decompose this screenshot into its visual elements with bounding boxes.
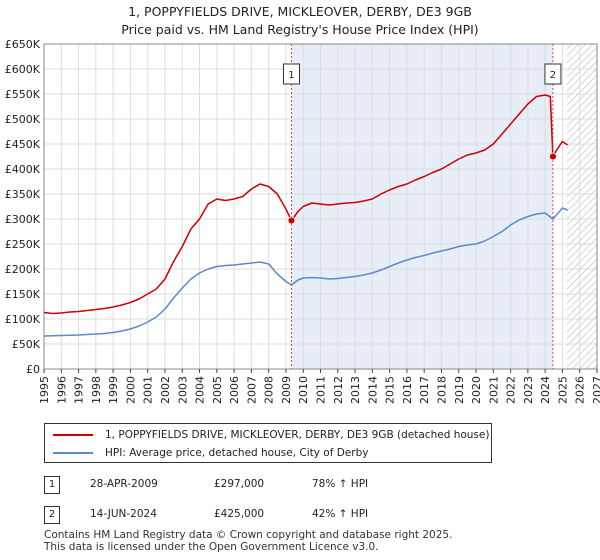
legend-hpi-label: HPI: Average price, detached house, City… [105, 447, 369, 459]
legend-item-hpi: HPI: Average price, detached house, City… [53, 445, 368, 461]
x-tick-label: 1996 [55, 376, 68, 404]
sale-row-1: 1 28-APR-2009 £297,000 78% ↑ HPI [44, 476, 564, 496]
y-tick-label: £200K [5, 263, 41, 276]
series-lines [43, 94, 569, 337]
sale-2-badge: 2 [44, 506, 60, 524]
sale-1-flag [282, 63, 300, 85]
sale-2-hpi: 42% ↑ HPI [312, 508, 369, 520]
footer-licence: This data is licensed under the Open Gov… [44, 541, 379, 553]
y-tick-label: £650K [5, 38, 41, 51]
x-tick-label: 2019 [453, 376, 466, 404]
hpi-line [43, 207, 568, 337]
y-tick-label: £500K [5, 113, 41, 126]
sale-2-flag [544, 63, 562, 85]
x-tick-label: 2003 [176, 376, 189, 404]
x-tick-label: 2007 [245, 376, 258, 404]
sale-2-point [549, 152, 557, 161]
y-tick-label: £550K [5, 88, 41, 101]
x-tick-label: 2009 [280, 376, 293, 404]
footer: Contains HM Land Registry data © Crown c… [44, 529, 452, 553]
x-tick-label: 2020 [470, 376, 483, 404]
x-tick-label: 2025 [556, 376, 569, 404]
sale-1-badge: 1 [44, 476, 60, 494]
x-tick-label: 2010 [297, 376, 310, 404]
sale-2-price: £425,000 [214, 508, 265, 520]
sale-1-point [287, 216, 296, 225]
y-tick-label: £250K [5, 238, 41, 251]
y-tick-label: £0 [26, 363, 40, 376]
x-tick-label: 2013 [349, 376, 362, 404]
x-tick-label: 2012 [332, 376, 345, 404]
x-tick-label: 2018 [435, 376, 448, 404]
legend-hpi-swatch [53, 452, 93, 454]
x-tick-label: 1999 [107, 376, 120, 404]
x-tick-label: 2002 [159, 376, 172, 404]
legend-item-property: 1, POPPYFIELDS DRIVE, MICKLEOVER, DERBY,… [53, 427, 489, 443]
chart-title: 1, POPPYFIELDS DRIVE, MICKLEOVER, DERBY,… [0, 3, 600, 39]
title-subtitle: Price paid vs. HM Land Registry's House … [121, 22, 479, 37]
y-tick-label: £50K [12, 338, 41, 351]
x-tick-label: 2011 [315, 376, 328, 404]
x-tick-label: 2006 [228, 376, 241, 404]
forecast-hatch [566, 44, 597, 369]
x-tick-label: 2024 [539, 376, 552, 404]
grid-lines [43, 43, 598, 370]
legend-property-label: 1, POPPYFIELDS DRIVE, MICKLEOVER, DERBY,… [105, 429, 490, 441]
x-tick-label: 1998 [90, 376, 103, 404]
x-tick-label: 2026 [574, 376, 587, 404]
x-tick-label: 2015 [384, 376, 397, 404]
sale-1-price: £297,000 [214, 478, 265, 490]
y-tick-label: £150K [5, 288, 41, 301]
y-tick-label: £350K [5, 188, 41, 201]
sale-1-hpi: 78% ↑ HPI [312, 478, 369, 490]
x-axis: 1995 1996 1997 1998 1999 2000 2001 2002 2003 2004… [38, 369, 600, 404]
sale-2-date: 14-JUN-2024 [90, 508, 157, 520]
x-tick-label: 2027 [591, 376, 600, 404]
x-tick-label: 2021 [487, 376, 500, 404]
y-tick-label: £450K [5, 138, 41, 151]
x-tick-label: 2005 [211, 376, 224, 404]
x-tick-label: 1995 [38, 376, 51, 404]
y-tick-label: £400K [5, 163, 41, 176]
legend-property-swatch [53, 434, 93, 436]
x-tick-label: 2008 [263, 376, 276, 404]
sale-row-2: 2 14-JUN-2024 £425,000 42% ↑ HPI [44, 506, 564, 526]
title-address: 1, POPPYFIELDS DRIVE, MICKLEOVER, DERBY,… [128, 4, 472, 19]
x-tick-label: 2014 [366, 376, 379, 404]
x-tick-label: 2017 [418, 376, 431, 404]
y-tick-label: £100K [5, 313, 41, 326]
x-tick-label: 2023 [522, 376, 535, 404]
y-axis: £0 £50K £100K £150K £200K £250K £300K £350K £400… [5, 38, 41, 376]
x-tick-label: 2004 [194, 376, 207, 404]
legend: 1, POPPYFIELDS DRIVE, MICKLEOVER, DERBY,… [44, 423, 492, 463]
footer-copyright: Contains HM Land Registry data © Crown c… [44, 529, 453, 541]
x-tick-label: 2000 [124, 376, 137, 404]
x-tick-label: 2022 [505, 376, 518, 404]
ownership-shade [291, 44, 553, 369]
y-tick-label: £600K [5, 63, 41, 76]
sale-1-flag-label: 1 [288, 70, 294, 81]
sale-1-date: 28-APR-2009 [90, 478, 158, 490]
x-tick-label: 2016 [401, 376, 414, 404]
property-price-line [43, 94, 569, 315]
x-tick-label: 2001 [142, 376, 155, 404]
y-tick-label: £300K [5, 213, 41, 226]
sale-2-flag-label: 2 [550, 70, 556, 81]
x-tick-label: 1997 [73, 376, 86, 404]
